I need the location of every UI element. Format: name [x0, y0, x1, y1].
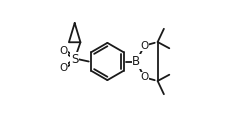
Text: O: O — [140, 41, 149, 51]
Text: B: B — [132, 55, 140, 68]
Text: O: O — [59, 62, 68, 73]
Text: O: O — [140, 72, 149, 82]
Text: S: S — [71, 53, 78, 66]
Text: O: O — [59, 46, 68, 56]
